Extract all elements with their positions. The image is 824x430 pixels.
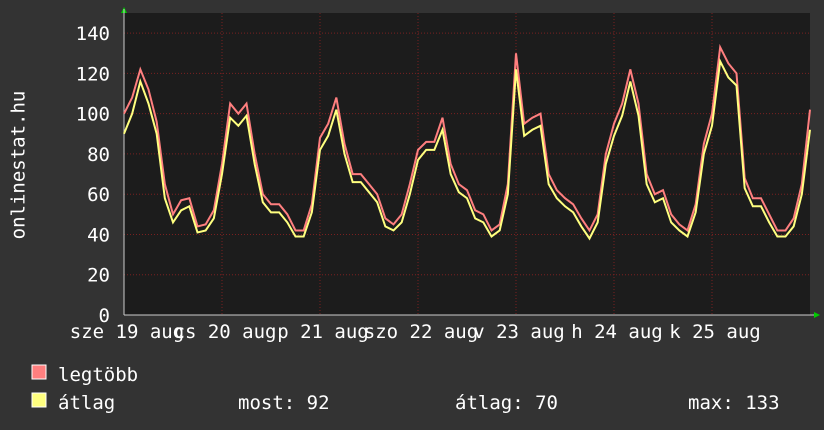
legend-stat: most: 92	[238, 392, 330, 414]
x-tick-label: v 23 aug	[473, 321, 565, 343]
line-series	[123, 57, 811, 241]
legend-swatch	[31, 364, 47, 380]
x-tick-label: cs 20 aug	[174, 321, 277, 343]
y-tick-label: 0	[99, 305, 110, 327]
y-tick-label: 60	[87, 184, 110, 206]
x-tick-label: p 21 aug	[277, 321, 369, 343]
plot-area	[124, 13, 810, 315]
x-tick-label: h 24 aug	[571, 321, 663, 343]
line-series	[123, 43, 811, 233]
legend-stat: átlag: 70	[455, 392, 558, 414]
legend-label: legtöbb	[58, 364, 138, 386]
y-tick-label: 120	[76, 63, 110, 85]
x-tick-label: k 25 aug	[669, 321, 761, 343]
y-tick-label: 80	[87, 144, 110, 166]
x-tick-label: sze 19 aug	[70, 321, 184, 343]
y-tick-label: 40	[87, 224, 110, 246]
y-tick-label: 140	[76, 23, 110, 45]
legend-swatch	[31, 392, 47, 408]
y-axis-title: onlinestat.hu	[8, 91, 30, 240]
y-tick-label: 20	[87, 265, 110, 287]
y-tick-label: 100	[76, 104, 110, 126]
x-tick-label: szo 22 aug	[364, 321, 478, 343]
axis-arrow	[814, 312, 820, 318]
legend-stat: max: 133	[688, 392, 780, 414]
legend-label: átlag	[58, 392, 115, 414]
